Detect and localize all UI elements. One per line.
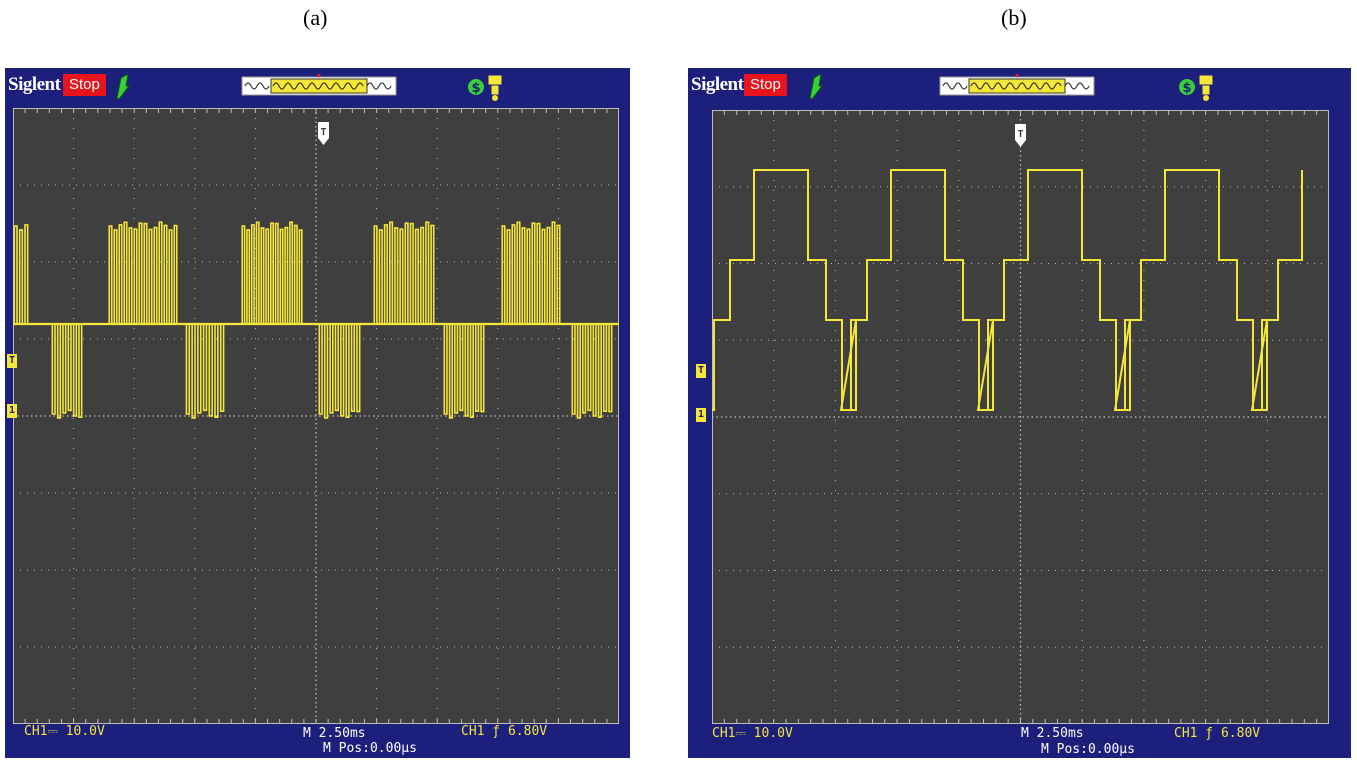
dollar-icon: $ [1179,79,1195,96]
trigger-position-marker: T [318,122,329,145]
trigger-readout: CH1 ƒ 6.80V [1174,726,1261,741]
svg-text:$: $ [1182,81,1191,96]
panel-b-label: (b) [1001,5,1027,30]
timebase-readout: M 2.50ms [303,726,366,741]
run-stop-status-badge[interactable]: Stop [744,74,787,96]
svg-text:$: $ [471,81,480,96]
waveform-overview-icon [241,74,397,96]
m-pos-readout: M Pos:0.00μs [1041,742,1135,757]
oscilloscope-b: Siglent Stop $ [688,68,1351,758]
svg-text:T: T [320,127,326,138]
ch1-waveform-trace [712,169,1303,411]
ch1-ground-marker[interactable]: 1 [7,404,17,418]
scope-header: Siglent Stop $ [688,68,1351,106]
trigger-readout: CH1 ƒ 6.80V [461,724,548,739]
trigger-position-marker: T [1015,124,1026,147]
brand-logo: Siglent [691,74,744,95]
scope-header: Siglent Stop $ [5,68,630,106]
oscilloscope-a: Siglent Stop $ [5,68,630,758]
svg-text:T: T [1017,129,1023,140]
waveform-overview-icon [939,74,1095,96]
scope-grid: T [13,108,619,724]
status-icons: $ [1179,74,1214,101]
scope-grid: T [712,110,1329,724]
usb-icon [487,74,503,101]
trigger-level-marker[interactable]: T [696,364,706,378]
ch1-scale-readout: CH1⎓ 10.0V [24,724,105,739]
ch1-ground-marker[interactable]: 1 [696,408,706,422]
ch1-scale-readout: CH1⎓ 10.0V [712,726,793,741]
trigger-icon [116,73,131,100]
brand-logo: Siglent [8,74,61,95]
dollar-icon: $ [468,79,484,96]
trigger-level-marker[interactable]: T [7,354,17,368]
panel-a-label: (a) [303,5,328,30]
run-stop-status-badge[interactable]: Stop [63,74,106,96]
trigger-icon [809,73,824,100]
waveform-screen: T [712,110,1329,724]
status-icons: $ [468,74,503,101]
timebase-readout: M 2.50ms [1021,726,1084,741]
m-pos-readout: M Pos:0.00μs [323,741,417,756]
usb-icon [1198,74,1214,101]
waveform-screen: T [13,108,619,724]
